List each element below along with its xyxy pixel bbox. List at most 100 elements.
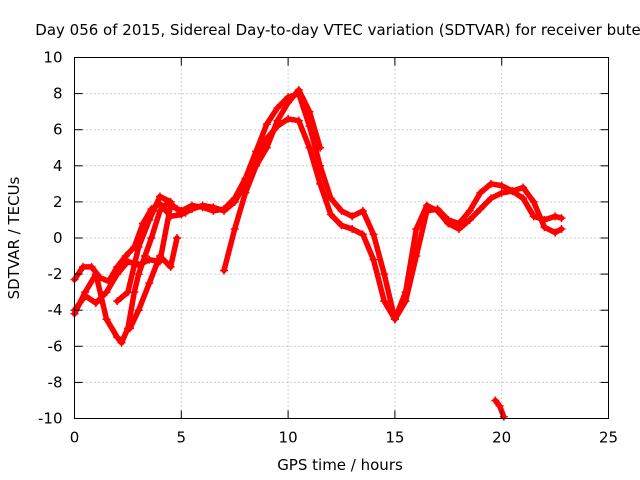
data-point [540,223,549,232]
x-tick-label: 10 [279,429,298,447]
data-point [499,412,508,421]
data-point [145,279,154,288]
data-point [241,174,250,183]
data-point [273,104,282,113]
chart-title: Day 056 of 2015, Sidereal Day-to-day VTE… [35,21,640,39]
data-point [273,116,282,125]
series-layer [70,85,566,421]
data-point [198,203,207,212]
data-point [465,206,474,215]
data-point [121,252,130,261]
data-point [358,230,367,239]
data-point [390,315,399,324]
data-point [444,215,453,224]
data-point [123,288,132,297]
data-point [155,206,164,215]
data-point [91,270,100,279]
data-point [401,297,410,306]
data-point [495,401,504,410]
x-tick-label: 15 [385,429,404,447]
data-point [433,205,442,214]
data-point [465,215,474,224]
grid-layer [74,57,609,419]
data-point [134,306,143,315]
series-track-f [220,85,325,275]
data-point [117,338,126,347]
data-point [252,147,261,156]
data-point [91,298,100,307]
data-point [305,107,314,116]
data-point [173,234,182,242]
data-point [134,270,143,279]
data-point [305,143,314,152]
data-point [326,194,335,203]
series-track-e [126,234,182,333]
y-tick-label: 2 [53,193,63,211]
data-point [294,85,303,94]
data-point [380,297,389,306]
data-point [81,288,90,297]
data-point [252,161,261,170]
data-point [241,188,250,197]
data-point [412,224,421,233]
data-point [294,116,303,125]
data-point [557,224,566,233]
data-point [126,324,135,333]
data-point [476,188,485,197]
data-point [422,206,431,215]
data-point [348,212,357,221]
data-point [140,252,149,261]
y-tick-label: -2 [48,265,63,283]
data-point [155,252,164,261]
data-point [348,224,357,233]
data-point [284,98,293,107]
data-point [220,266,229,275]
x-tick-label: 5 [177,429,187,447]
data-point [369,230,378,239]
data-point [113,297,122,306]
data-point [87,262,96,271]
data-point [145,215,154,224]
data-point [380,270,389,279]
data-point [209,206,218,215]
data-point [220,205,229,214]
data-point [487,179,496,188]
y-tick-label: 8 [53,85,63,103]
series-line [221,87,323,274]
tick-layer: 0 5 10 15 20 25 -10 -8 -6 -4 -2 0 2 4 6 8 10 [38,49,618,447]
data-point [519,194,528,203]
data-point [102,315,111,324]
data-point [262,120,271,129]
data-point [316,179,325,188]
y-tick-label: -10 [38,410,63,428]
data-point [316,143,325,152]
data-point [476,205,485,214]
y-tick-label: 6 [53,121,63,139]
data-point [230,224,239,233]
data-point [155,192,164,201]
data-point [326,210,335,219]
data-point [166,262,175,271]
data-point [508,187,517,196]
data-point [529,197,538,206]
x-tick-label: 25 [599,429,618,447]
data-point [230,194,239,203]
series-line [127,235,180,332]
y-tick-label: 10 [43,49,62,67]
y-tick-label: 0 [53,229,63,247]
series-track-g [491,396,508,421]
data-point [519,183,528,192]
data-point [147,234,156,242]
data-point [491,396,500,405]
data-point [173,205,182,214]
x-tick-label: 20 [492,429,511,447]
data-point [102,288,111,297]
data-point [79,262,88,271]
data-point [454,219,463,228]
data-point [187,201,196,210]
y-tick-label: -8 [48,373,63,391]
data-point [369,255,378,264]
series-track-c [70,197,190,347]
y-tick-label: -4 [48,301,63,319]
series-line [114,193,174,304]
